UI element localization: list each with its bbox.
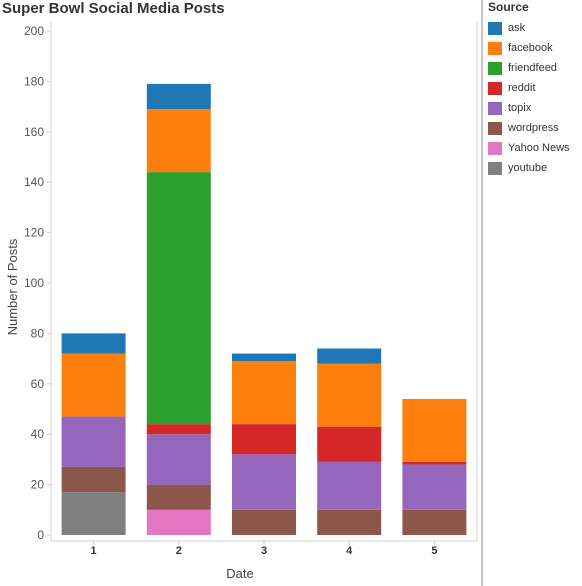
stacked-bar-chart: 0 20 40 60 80 100 120 140 160 180 200 1 2 3 4 5 Date N… bbox=[5, 22, 478, 581]
y-tick-label: 40 bbox=[31, 427, 45, 441]
legend-items: ask facebook friendfeed reddit topix wordpres… bbox=[488, 18, 582, 178]
legend-item[interactable]: Yahoo News bbox=[488, 138, 582, 158]
bar-segment-topix[interactable] bbox=[317, 461, 382, 510]
x-tick-label: 1 bbox=[91, 545, 97, 557]
legend-item[interactable]: facebook bbox=[488, 38, 582, 58]
legend-divider bbox=[481, 0, 483, 586]
bar-segment-friendfeed[interactable] bbox=[146, 172, 211, 425]
legend-item[interactable]: ask bbox=[488, 18, 582, 38]
y-tick-label: 120 bbox=[24, 226, 44, 240]
y-tick-label: 180 bbox=[24, 74, 44, 88]
legend: Source ask facebook friendfeed reddit topix w… bbox=[488, 0, 582, 178]
legend-item[interactable]: reddit bbox=[488, 78, 582, 98]
x-tick-label: 2 bbox=[176, 545, 182, 557]
legend-swatch bbox=[488, 81, 502, 95]
y-tick-label: 0 bbox=[37, 528, 44, 542]
bar-segment-facebook[interactable] bbox=[402, 398, 467, 462]
bar-segment-yahoo-news[interactable] bbox=[146, 509, 211, 535]
bar-segment-topix[interactable] bbox=[402, 464, 467, 510]
bar-segment-facebook[interactable] bbox=[232, 361, 296, 425]
legend-label: wordpress bbox=[508, 122, 559, 134]
bar-segment-topix[interactable] bbox=[232, 454, 296, 510]
bar-segment-topix[interactable] bbox=[146, 434, 211, 485]
legend-swatch bbox=[488, 61, 502, 75]
legend-label: friendfeed bbox=[508, 62, 557, 74]
legend-label: ask bbox=[508, 22, 526, 34]
x-tick-label: 5 bbox=[431, 545, 437, 557]
bar-segment-reddit[interactable] bbox=[402, 461, 467, 465]
y-tick-label: 160 bbox=[24, 125, 44, 139]
legend-label: topix bbox=[508, 102, 532, 114]
bar-segment-ask[interactable] bbox=[61, 333, 126, 354]
legend-label: youtube bbox=[508, 162, 548, 174]
bar-segment-ask[interactable] bbox=[146, 83, 211, 110]
bar-segment-ask[interactable] bbox=[232, 353, 296, 362]
x-tick-label: 3 bbox=[261, 545, 267, 557]
bar-segment-youtube[interactable] bbox=[61, 492, 126, 535]
bar-segment-reddit[interactable] bbox=[232, 424, 296, 455]
legend-label: reddit bbox=[508, 82, 536, 94]
y-axis-ticks: 0 20 40 60 80 100 120 140 160 180 200 bbox=[24, 24, 51, 542]
legend-item[interactable]: youtube bbox=[488, 158, 582, 178]
bar-segment-wordpress[interactable] bbox=[402, 509, 467, 535]
bar-segment-topix[interactable] bbox=[61, 416, 126, 467]
legend-title: Source bbox=[488, 0, 529, 14]
bar-segment-ask[interactable] bbox=[317, 348, 382, 364]
y-axis-title: Number of Posts bbox=[5, 238, 20, 335]
y-tick-label: 100 bbox=[24, 276, 44, 290]
legend-label: facebook bbox=[508, 42, 553, 54]
y-tick-label: 200 bbox=[24, 24, 44, 38]
y-tick-label: 20 bbox=[31, 478, 45, 492]
x-axis-title: Date bbox=[226, 566, 253, 581]
bar-segment-reddit[interactable] bbox=[317, 426, 382, 462]
bar-segment-wordpress[interactable] bbox=[146, 484, 211, 510]
bar-segment-wordpress[interactable] bbox=[317, 509, 382, 535]
legend-label: Yahoo News bbox=[508, 142, 570, 154]
legend-swatch bbox=[488, 121, 502, 135]
legend-swatch bbox=[488, 21, 502, 35]
y-tick-label: 140 bbox=[24, 175, 44, 189]
legend-item[interactable]: friendfeed bbox=[488, 58, 582, 78]
bar-segment-facebook[interactable] bbox=[317, 363, 382, 427]
y-tick-label: 60 bbox=[31, 377, 45, 391]
bar-segment-reddit[interactable] bbox=[146, 424, 211, 435]
y-tick-label: 80 bbox=[31, 326, 45, 340]
legend-item[interactable]: topix bbox=[488, 98, 582, 118]
x-tick-label: 4 bbox=[346, 545, 353, 557]
bar-segment-wordpress[interactable] bbox=[232, 509, 296, 535]
bar-segment-facebook[interactable] bbox=[146, 109, 211, 173]
bars-group bbox=[61, 83, 467, 535]
legend-swatch bbox=[488, 101, 502, 115]
chart-title: Super Bowl Social Media Posts bbox=[2, 0, 225, 17]
bar-segment-wordpress[interactable] bbox=[61, 466, 126, 493]
bar-segment-facebook[interactable] bbox=[61, 353, 126, 417]
legend-swatch bbox=[488, 41, 502, 55]
legend-swatch bbox=[488, 141, 502, 155]
x-axis-ticks: 1 2 3 4 5 bbox=[91, 541, 437, 557]
legend-item[interactable]: wordpress bbox=[488, 118, 582, 138]
legend-swatch bbox=[488, 161, 502, 175]
